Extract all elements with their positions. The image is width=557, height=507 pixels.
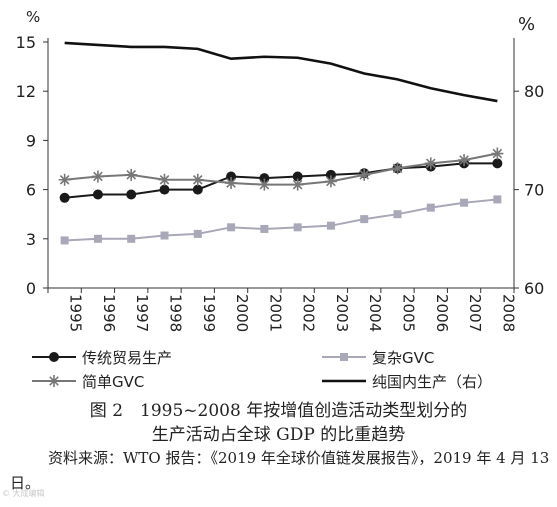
x-tick-label: 1997 [133, 294, 151, 332]
data-point [493, 195, 502, 204]
data-point [426, 203, 435, 212]
x-tick-label: 1995 [67, 294, 85, 332]
legend-label: 简单GVC [82, 373, 144, 391]
x-axis: 1995 1996 1997 1998 1999 2000 2001 2002 2003 2004… [47, 287, 517, 332]
series-3 [64, 41, 498, 103]
series-layer [58, 41, 504, 245]
data-point [491, 147, 504, 160]
right-axis-unit: % [518, 14, 535, 35]
series-0 [59, 158, 503, 203]
data-point [192, 184, 203, 195]
data-point [226, 171, 237, 182]
line-chart: 0 3 6 9 12 15% 60 70 80% 1995 1996 1997 1998 1999 20… [16, 8, 545, 391]
legend-item: 简单GVC [32, 373, 144, 391]
right-tick-label: 80 [524, 82, 544, 101]
data-point [259, 173, 270, 184]
left-tick-label: 12 [16, 82, 36, 101]
x-tick-label: 2007 [466, 294, 484, 332]
data-point [358, 168, 371, 181]
data-point [391, 162, 404, 175]
series-line [64, 152, 498, 186]
legend-item: 纯国内生产（右） [322, 373, 492, 391]
data-point [159, 184, 170, 195]
data-point [191, 173, 204, 186]
data-point [92, 189, 103, 200]
data-point [227, 223, 236, 232]
figure-caption-line-1: 图 2 1995~2008 年按增值创造活动类型划分的 [89, 401, 468, 421]
legend: 传统贸易生产 复杂GVC 简单GVC 纯国内生产（右） [32, 349, 492, 391]
data-point [324, 175, 337, 188]
legend-label: 复杂GVC [372, 349, 434, 367]
x-tick-label: 2002 [300, 294, 318, 332]
data-point [258, 178, 271, 191]
x-tick-label: 2005 [400, 294, 418, 332]
data-point [125, 168, 138, 181]
legend-label: 纯国内生产（右） [372, 373, 492, 391]
x-tick-label: 2003 [333, 294, 351, 332]
data-point [260, 224, 269, 233]
x-tick-label: 2008 [499, 294, 517, 332]
data-point [60, 236, 69, 245]
data-point [91, 170, 104, 183]
series-2 [58, 147, 504, 191]
legend-marker [340, 353, 348, 361]
data-point [424, 157, 437, 170]
data-point [393, 210, 402, 219]
left-tick-label: 15 [16, 33, 36, 52]
left-axis-unit: % [26, 8, 40, 26]
left-tick-label: 9 [26, 131, 36, 150]
x-tick-label: 2006 [433, 294, 451, 332]
data-point [93, 234, 102, 243]
figure-caption-line-2: 生产活动占全球 GDP 的比重趋势 [151, 425, 406, 445]
data-point [326, 221, 335, 230]
data-point [160, 231, 169, 240]
x-tick-label: 1996 [100, 294, 118, 332]
data-point [58, 173, 71, 186]
legend-label: 传统贸易生产 [82, 349, 172, 367]
x-tick-label: 2000 [233, 294, 251, 332]
data-point [225, 177, 238, 190]
series-1 [60, 195, 502, 245]
data-point [126, 189, 137, 200]
data-point [458, 154, 471, 167]
data-point [291, 178, 304, 191]
data-point [360, 215, 369, 224]
left-tick-label: 3 [26, 230, 36, 249]
data-point [193, 229, 202, 238]
data-point [292, 171, 303, 182]
right-tick-label: 60 [524, 279, 544, 298]
watermark: © 大成编辑 [2, 489, 45, 498]
series-line [64, 162, 498, 199]
x-tick-label: 1998 [167, 294, 185, 332]
x-tick-label: 1999 [200, 294, 218, 332]
data-point [158, 173, 171, 186]
source-note: 资料来源：WTO 报告：《2019 年全球价值链发展报告》，2019 年 4 月… [10, 449, 550, 492]
data-point [59, 192, 70, 203]
series-line [64, 198, 498, 242]
data-point [460, 198, 469, 207]
legend-marker [48, 375, 60, 387]
legend-marker [49, 352, 59, 362]
legend-item: 复杂GVC [322, 349, 434, 367]
left-tick-label: 6 [26, 181, 36, 200]
right-y-axis: 60 70 80% [513, 14, 544, 298]
right-tick-label: 70 [524, 181, 544, 200]
x-tick-label: 2001 [266, 294, 284, 332]
left-y-axis: 0 3 6 9 12 15% [16, 8, 49, 298]
legend-item: 传统贸易生产 [32, 349, 172, 367]
left-tick-label: 0 [26, 279, 36, 298]
data-point [325, 169, 336, 180]
series-line [64, 41, 498, 103]
data-point [127, 234, 136, 243]
data-point [492, 158, 503, 169]
data-point [293, 223, 302, 232]
x-tick-label: 2004 [366, 294, 384, 332]
